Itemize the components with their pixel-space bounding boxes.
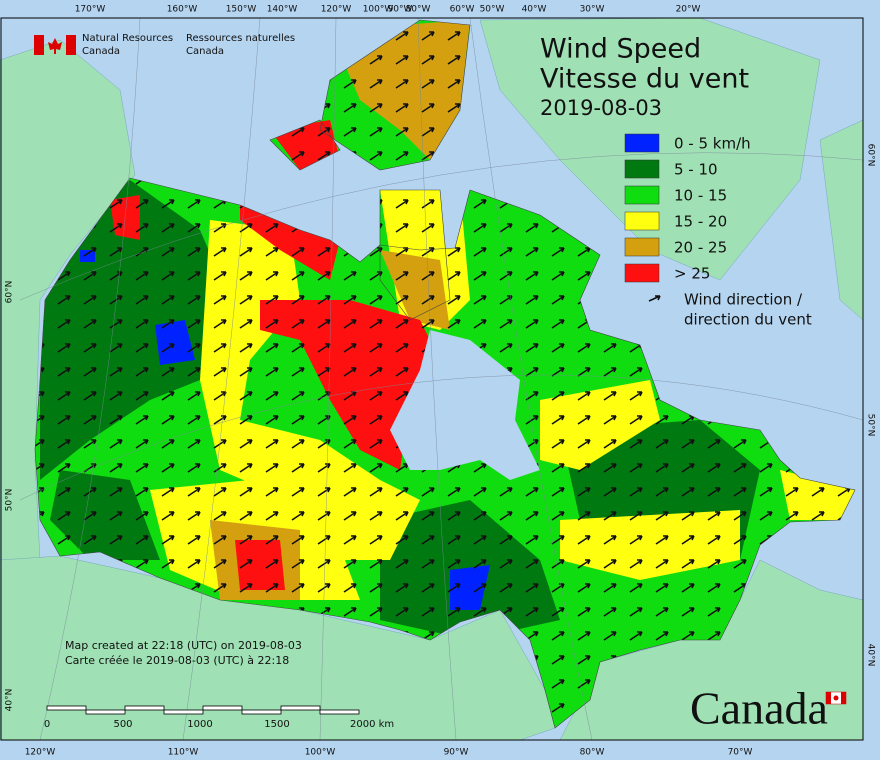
longitude-label: 120°W: [321, 5, 352, 15]
maple-leaf: [48, 38, 62, 54]
legend-arrow: [648, 295, 661, 302]
footnote: Carte créée le 2019-08-03 (UTC) à 22:18: [65, 654, 289, 667]
legend-label: direction du vent: [684, 311, 812, 329]
legend-swatch: [624, 263, 660, 283]
wordmark-leaf: [833, 695, 839, 701]
legend-label: > 25: [674, 265, 710, 283]
legend-label: 10 - 15: [674, 187, 727, 205]
longitude-label: 90°W: [388, 5, 413, 15]
legend-label: 0 - 5 km/h: [674, 135, 751, 153]
latitude-label: 50°N: [5, 489, 15, 512]
legend-label: 5 - 10: [674, 161, 718, 179]
legend-swatch: [624, 211, 660, 231]
longitude-label: 150°W: [226, 5, 257, 15]
flag-bar: [34, 35, 44, 55]
scale-segment: [163, 709, 204, 715]
graticule-line: [39, 17, 141, 741]
latitude-label: 60°N: [5, 281, 15, 304]
scale-segment: [280, 705, 321, 711]
longitude-label: 90°W: [444, 748, 469, 758]
graticule-line: [417, 17, 457, 741]
scale-label: 500: [113, 719, 132, 730]
longitude-label: 40°W: [522, 5, 547, 15]
legend-swatch: [624, 237, 660, 257]
scale-segment: [85, 709, 126, 715]
scale-label: 1500: [264, 719, 289, 730]
legend-label: Wind direction /: [684, 291, 803, 309]
longitude-label: 60°W: [450, 5, 475, 15]
graticule-line: [319, 17, 337, 741]
org-name: Canada: [82, 46, 120, 57]
longitude-label: 50°W: [480, 5, 505, 15]
latitude-label: 40°N: [5, 689, 15, 712]
flag-bar: [66, 35, 76, 55]
scale-segment: [319, 709, 360, 715]
wordmark-flag-bar: [826, 692, 831, 704]
latitude-label: 60°N: [866, 144, 876, 167]
footnote: Map created at 22:18 (UTC) on 2019-08-03: [65, 639, 302, 652]
date: 2019-08-03: [540, 96, 662, 120]
legend-label: 20 - 25: [674, 239, 727, 257]
legend-label: 15 - 20: [674, 213, 727, 231]
title: Vitesse du vent: [540, 64, 749, 95]
graticule-line: [469, 17, 593, 741]
org-name: Natural Resources: [82, 33, 173, 44]
scale-segment: [46, 705, 87, 711]
longitude-label: 80°W: [580, 748, 605, 758]
longitude-label: 100°W: [363, 5, 394, 15]
longitude-label: 20°W: [676, 5, 701, 15]
scale-segment: [124, 705, 165, 711]
scale-segment: [241, 709, 282, 715]
longitude-label: 170°W: [75, 5, 106, 15]
wordmark-flag-bar: [841, 692, 846, 704]
org-name: Ressources naturelles: [186, 33, 295, 44]
legend-swatch: [624, 133, 660, 153]
map-frame: [0, 17, 864, 741]
scale-label: 0: [44, 719, 50, 730]
graticule-line: [19, 374, 864, 501]
legend-swatch: [624, 185, 660, 205]
title: Wind Speed: [540, 34, 701, 65]
wordmark: Canada: [690, 683, 828, 734]
longitude-label: 70°W: [728, 748, 753, 758]
longitude-label: 120°W: [25, 748, 56, 758]
legend-swatch: [624, 159, 660, 179]
scale-label: 1000: [187, 719, 212, 730]
latitude-label: 40°N: [866, 644, 876, 667]
graticule-line: [19, 152, 864, 301]
scale-segment: [202, 705, 243, 711]
scale-label: 2000 km: [350, 719, 394, 730]
longitude-label: 140°W: [267, 5, 298, 15]
org-name: Canada: [186, 46, 224, 57]
longitude-label: 30°W: [580, 5, 605, 15]
longitude-label: 80°W: [406, 5, 431, 15]
hudson-bay: [390, 330, 540, 480]
graticule-line: [182, 17, 261, 741]
latitude-label: 50°N: [866, 414, 876, 437]
longitude-label: 110°W: [168, 748, 199, 758]
longitude-label: 160°W: [167, 5, 198, 15]
longitude-label: 100°W: [305, 748, 336, 758]
